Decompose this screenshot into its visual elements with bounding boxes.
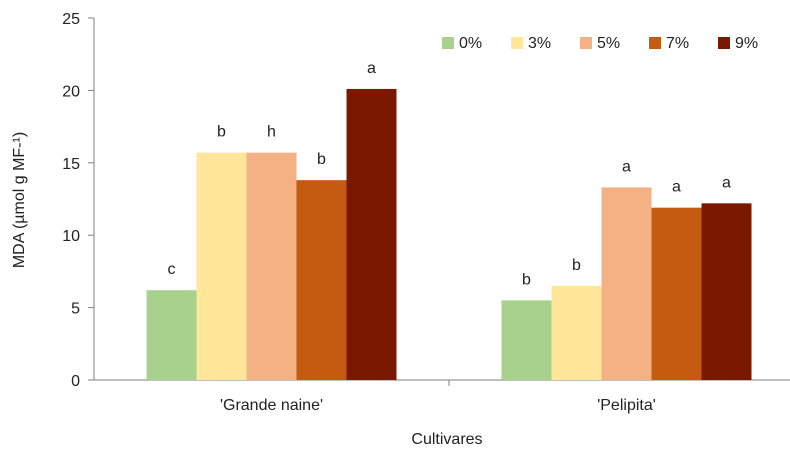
legend-swatch — [580, 37, 592, 49]
y-tick-label: 0 — [71, 373, 80, 390]
bars — [146, 88, 752, 381]
bar-letter-label: a — [722, 174, 731, 191]
bar — [296, 180, 347, 380]
legend-swatch — [649, 37, 661, 49]
legend-swatch — [718, 37, 730, 49]
y-tick-label: 25 — [62, 11, 80, 28]
y-tick-label: 15 — [62, 156, 80, 173]
x-axis-title: Cultivares — [411, 431, 482, 448]
legend-label: 9% — [735, 35, 758, 52]
bar-letter-label: h — [267, 124, 276, 141]
bar-letter-label: c — [168, 261, 176, 278]
bar-letter-label: a — [672, 179, 681, 196]
bar — [246, 152, 297, 380]
bar — [551, 285, 602, 380]
bar — [346, 88, 397, 381]
bar-letter-label: b — [572, 257, 581, 274]
bar — [501, 300, 552, 380]
bar — [196, 152, 247, 380]
legend-label: 0% — [459, 35, 482, 52]
bar-letter-label: a — [622, 158, 631, 175]
bar — [701, 203, 752, 380]
legend-swatch — [442, 37, 454, 49]
bar-letter-label: b — [317, 151, 326, 168]
bar — [601, 187, 652, 380]
legend-label: 3% — [528, 35, 551, 52]
legend-label: 7% — [666, 35, 689, 52]
legend-label: 5% — [597, 35, 620, 52]
bar — [651, 207, 702, 380]
data-labels: c b h b a b b a a a — [168, 60, 732, 288]
bar-letter-label: b — [522, 271, 531, 288]
bar — [146, 290, 197, 380]
y-tick-label: 10 — [62, 228, 80, 245]
bar-letter-label: a — [367, 60, 376, 77]
y-tick-label: 20 — [62, 83, 80, 100]
legend: 0% 3% 5% 7% 9% — [442, 35, 758, 52]
x-tick-label: 'Pelipita' — [597, 397, 656, 414]
y-axis-title: MDA (µmol g MF-¹) — [11, 132, 28, 268]
y-tick-label: 5 — [71, 301, 80, 318]
bar-letter-label: b — [217, 124, 226, 141]
x-tick-label: 'Grande naine' — [220, 397, 323, 414]
legend-swatch — [511, 37, 523, 49]
